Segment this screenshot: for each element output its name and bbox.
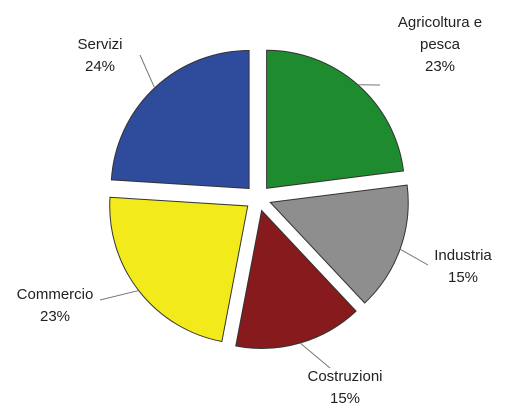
leader-line [300, 343, 330, 368]
slice-value: 15% [418, 267, 508, 289]
slice-name: Commercio [0, 284, 110, 306]
slice-value: 24% [50, 56, 150, 78]
slice-name: Industria [418, 245, 508, 267]
slice-name: Servizi [50, 34, 150, 56]
slice-value: 23% [0, 306, 110, 328]
slice-name: Costruzioni [290, 366, 400, 388]
pie-slice [110, 197, 248, 341]
slice-name: Agricoltura e pesca [380, 12, 500, 56]
slice-value: 23% [380, 56, 500, 78]
slice-value: 15% [290, 388, 400, 410]
